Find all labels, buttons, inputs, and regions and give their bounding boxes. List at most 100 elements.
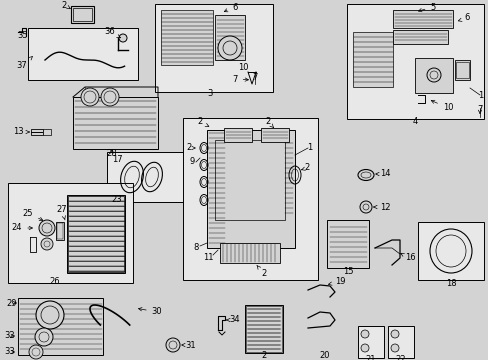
Text: 9: 9 (189, 158, 194, 166)
Circle shape (119, 34, 127, 42)
Text: 7: 7 (476, 105, 482, 114)
Bar (454, 60, 469, 80)
Text: 30: 30 (138, 307, 162, 316)
Text: 26: 26 (50, 276, 60, 285)
Text: 24: 24 (12, 224, 32, 233)
Circle shape (39, 220, 55, 236)
Bar (107, 152, 186, 202)
Text: 18: 18 (445, 279, 455, 288)
Bar (56, 222, 64, 240)
Text: 35: 35 (18, 31, 28, 40)
Text: 34: 34 (226, 315, 240, 324)
Bar (328, 222, 366, 266)
Bar (352, 32, 392, 87)
Bar (417, 222, 483, 280)
Circle shape (36, 301, 64, 329)
Bar (224, 129, 250, 141)
Bar (262, 129, 287, 141)
Bar (357, 326, 383, 358)
Text: 10: 10 (430, 100, 452, 112)
Text: 4: 4 (411, 117, 417, 126)
Circle shape (362, 204, 368, 210)
Text: 11: 11 (203, 253, 213, 262)
Text: 14: 14 (375, 170, 389, 179)
Bar (224, 128, 251, 142)
Bar (73, 8, 92, 21)
Text: 10: 10 (237, 63, 248, 72)
Text: 27: 27 (57, 206, 67, 220)
Circle shape (359, 201, 371, 213)
Text: 16: 16 (400, 253, 414, 262)
Text: 2: 2 (301, 163, 309, 172)
Circle shape (84, 91, 96, 103)
Bar (73, 97, 158, 149)
Bar (393, 11, 451, 27)
Bar (28, 28, 138, 80)
Bar (161, 10, 213, 65)
Bar (68, 196, 124, 272)
Circle shape (429, 71, 437, 79)
Bar (392, 10, 452, 28)
Text: 2: 2 (186, 144, 195, 153)
Circle shape (39, 332, 49, 342)
Bar (71, 6, 94, 23)
Text: 21: 21 (365, 356, 375, 360)
Text: 36: 36 (104, 27, 121, 38)
Bar (155, 4, 272, 92)
Bar (18, 298, 103, 355)
Bar (387, 326, 413, 358)
Circle shape (165, 338, 180, 352)
Circle shape (360, 344, 368, 352)
Circle shape (42, 223, 52, 233)
Text: 23: 23 (111, 195, 122, 204)
Text: 32: 32 (5, 332, 15, 341)
Circle shape (223, 41, 237, 55)
Text: 33: 33 (4, 347, 15, 356)
Text: 1: 1 (477, 90, 483, 99)
Text: 29: 29 (7, 298, 17, 307)
Bar (31, 129, 43, 135)
Bar (261, 128, 288, 142)
Bar (346, 4, 483, 119)
Bar (215, 15, 244, 60)
Text: 2: 2 (197, 117, 208, 126)
Bar (206, 130, 294, 248)
Text: 2: 2 (265, 117, 273, 127)
Text: 6: 6 (457, 13, 469, 22)
Circle shape (360, 330, 368, 338)
Circle shape (41, 306, 59, 324)
Text: 2: 2 (256, 265, 266, 279)
Bar (8, 183, 133, 283)
Text: 12: 12 (373, 202, 389, 211)
Bar (67, 195, 125, 273)
Circle shape (101, 88, 119, 106)
Bar (244, 305, 283, 353)
Circle shape (41, 238, 53, 250)
Text: 3: 3 (207, 90, 212, 99)
Bar (455, 62, 468, 78)
Text: 17: 17 (111, 156, 122, 165)
Text: 19: 19 (328, 278, 345, 287)
Bar (326, 220, 368, 268)
Circle shape (390, 344, 398, 352)
Text: 13: 13 (13, 127, 29, 136)
Bar (43, 129, 51, 135)
Circle shape (218, 36, 242, 60)
Text: 7: 7 (232, 75, 248, 84)
Text: 22: 22 (395, 356, 406, 360)
Bar (57, 223, 63, 239)
Circle shape (81, 88, 99, 106)
Text: 7: 7 (252, 73, 257, 82)
Circle shape (35, 328, 53, 346)
Bar (393, 31, 446, 43)
Text: 6: 6 (224, 3, 237, 12)
Bar (220, 243, 280, 263)
Bar (414, 58, 452, 93)
Circle shape (29, 345, 43, 359)
Text: 8: 8 (193, 243, 198, 252)
Bar (392, 30, 447, 44)
Text: 2: 2 (61, 0, 70, 9)
Text: 31: 31 (182, 341, 196, 350)
Text: 15: 15 (342, 267, 352, 276)
Circle shape (44, 241, 50, 247)
